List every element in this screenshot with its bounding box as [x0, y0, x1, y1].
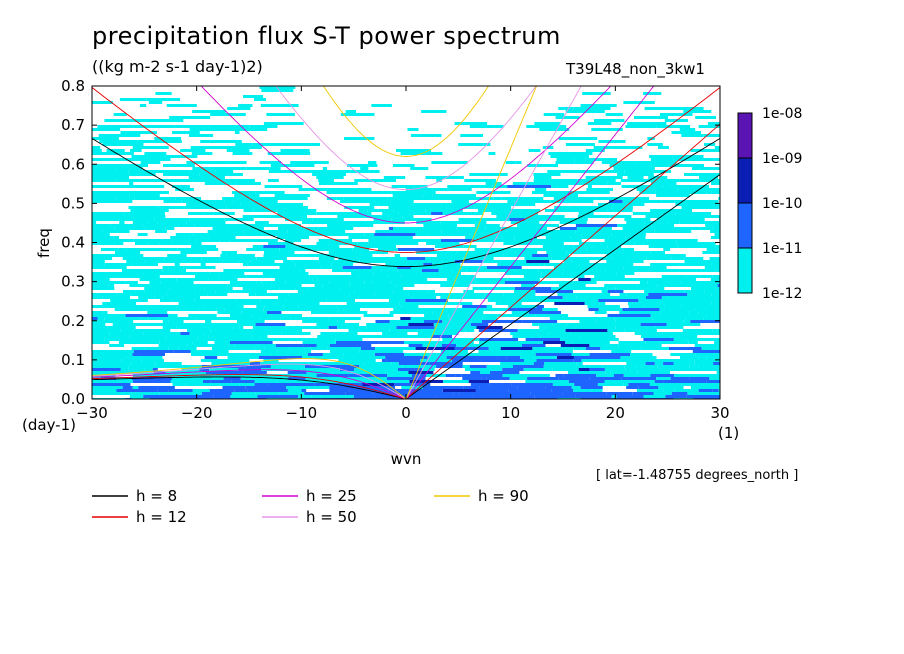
x-tick-label: 30: [710, 404, 729, 422]
x-tick-label: 20: [606, 404, 625, 422]
y-tick-label: 0.4: [61, 234, 85, 252]
y-axis-label: freq: [35, 228, 53, 258]
y-axis-ticks: 0.0 0.1 0.2 0.3 0.4 0.5 0.6 0.7 0.8: [61, 77, 720, 408]
colorbar-swatch: [737, 202, 753, 249]
y-axis-unit: (day-1): [22, 416, 76, 434]
legend-label: h = 50: [306, 508, 357, 526]
y-tick-label: 0.2: [61, 312, 85, 330]
x-axis-unit: (1): [718, 424, 739, 442]
x-tick-label: 10: [501, 404, 520, 422]
colorbar-swatch: [737, 112, 753, 159]
y-tick-label: 0.7: [61, 116, 85, 134]
legend-label: h = 12: [136, 508, 187, 526]
y-tick-label: 0.3: [61, 273, 85, 291]
colorbar-swatch: [737, 247, 753, 294]
colorbar-level: 1e-10: [762, 196, 802, 212]
y-tick-label: 0.5: [61, 194, 85, 212]
legend: h = 8 h = 12 h = 25 h = 50 h = 90: [92, 487, 529, 526]
legend-label: h = 25: [306, 487, 357, 505]
colorbar-swatch: [737, 157, 753, 204]
dispersion-curves: [92, 86, 720, 399]
y-tick-label: 0.8: [61, 77, 85, 95]
colorbar-level: 1e-08: [762, 106, 802, 122]
colorbar-level: 1e-12: [762, 286, 802, 302]
latitude-note: [ lat=-1.48755 degrees_north ]: [596, 468, 799, 483]
x-tick-label: −10: [286, 404, 318, 422]
colorbar: 1e-08 1e-09 1e-10 1e-11 1e-12: [737, 106, 802, 302]
y-tick-label: 0.1: [61, 351, 85, 369]
x-tick-label: 0: [401, 404, 411, 422]
colorbar-level: 1e-09: [762, 151, 802, 167]
y-tick-label: 0.0: [61, 390, 85, 408]
legend-label: h = 8: [136, 487, 177, 505]
x-axis-label: wvn: [391, 450, 422, 468]
units-label: ((kg m-2 s-1 day-1)2): [92, 57, 263, 76]
x-tick-label: −20: [181, 404, 213, 422]
x-tick-label: −30: [76, 404, 108, 422]
x-axis-ticks: −30 −20 −10 0 10 20 30: [76, 86, 730, 422]
legend-label: h = 90: [478, 487, 529, 505]
chart-title: precipitation flux S-T power spectrum: [92, 22, 561, 50]
y-tick-label: 0.6: [61, 155, 85, 173]
colorbar-level: 1e-11: [762, 241, 802, 257]
run-id-label: T39L48_non_3kw1: [566, 60, 705, 78]
spectrum-heatmap: [92, 86, 720, 399]
